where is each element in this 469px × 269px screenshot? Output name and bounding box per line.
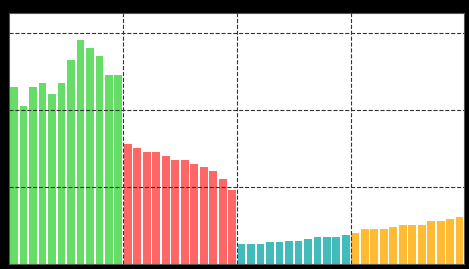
Bar (313, 237, 321, 264)
Bar (219, 179, 227, 264)
Bar (228, 190, 236, 264)
Bar (134, 148, 141, 264)
Bar (20, 106, 28, 264)
Bar (380, 229, 388, 264)
Bar (333, 237, 340, 264)
Bar (437, 221, 445, 264)
Bar (86, 48, 94, 264)
Bar (342, 235, 350, 264)
Bar (351, 233, 359, 264)
Bar (67, 60, 75, 264)
Bar (285, 240, 293, 264)
Bar (181, 160, 189, 264)
Bar (238, 244, 245, 264)
Bar (190, 164, 198, 264)
Bar (418, 225, 425, 264)
Bar (247, 244, 255, 264)
Bar (10, 87, 18, 264)
Bar (29, 87, 37, 264)
Bar (162, 156, 170, 264)
Bar (124, 144, 132, 264)
Bar (152, 152, 160, 264)
Bar (38, 83, 46, 264)
Bar (48, 94, 56, 264)
Bar (295, 240, 303, 264)
Bar (257, 244, 265, 264)
Bar (76, 40, 84, 264)
Bar (96, 56, 103, 264)
Bar (456, 217, 463, 264)
Bar (446, 219, 454, 264)
Bar (389, 227, 397, 264)
Bar (171, 160, 179, 264)
Bar (408, 225, 416, 264)
Bar (399, 225, 407, 264)
Bar (371, 229, 378, 264)
Bar (105, 75, 113, 264)
Bar (266, 242, 274, 264)
Bar (427, 221, 435, 264)
Bar (323, 237, 331, 264)
Bar (209, 171, 217, 264)
Bar (304, 239, 312, 264)
Bar (361, 229, 369, 264)
Bar (200, 167, 208, 264)
Bar (143, 152, 151, 264)
Bar (276, 242, 283, 264)
Bar (114, 75, 122, 264)
Bar (58, 83, 65, 264)
